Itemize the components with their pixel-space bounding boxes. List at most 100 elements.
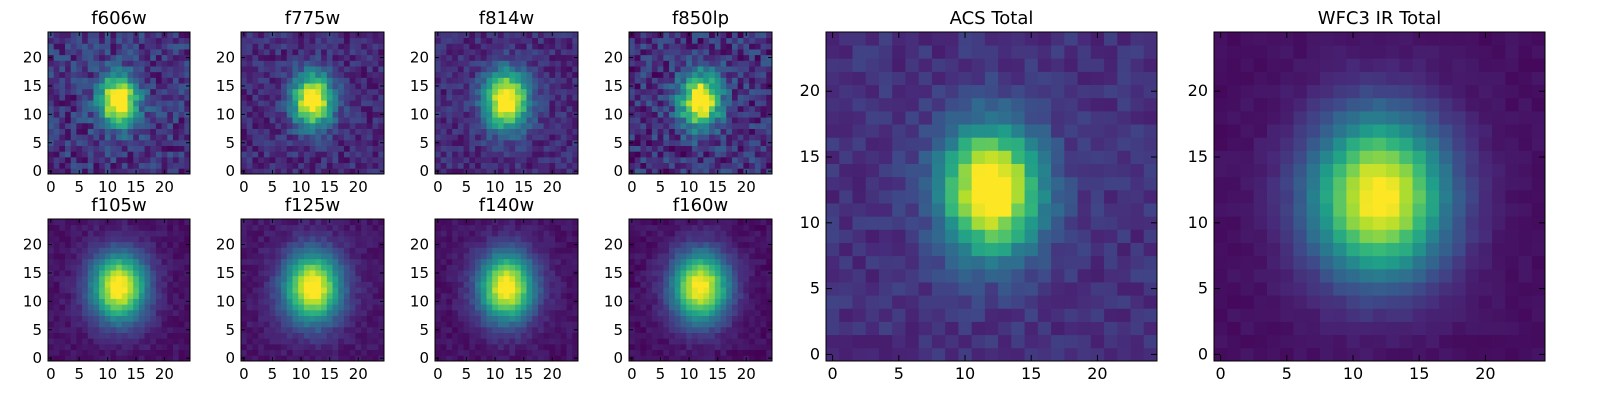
heatmap-cell xyxy=(634,88,641,95)
heatmap-cell xyxy=(555,71,562,78)
heatmap-cell xyxy=(674,37,681,44)
heatmap-cell xyxy=(532,241,539,248)
heatmap-cell xyxy=(760,168,767,175)
heatmap-cell xyxy=(497,105,505,112)
heatmap-cell xyxy=(572,219,579,226)
heatmap-cell xyxy=(549,43,556,50)
heatmap-cell xyxy=(566,292,573,299)
heatmap-cell xyxy=(138,77,145,84)
heatmap-cell xyxy=(246,54,253,61)
heatmap-cell xyxy=(349,145,356,152)
heatmap-cell xyxy=(321,49,328,56)
heatmap-cell xyxy=(503,264,510,271)
heatmap-cell xyxy=(452,139,459,146)
heatmap-cell xyxy=(110,83,117,90)
heatmap-cell xyxy=(686,139,693,146)
heatmap-cell xyxy=(263,117,270,124)
heatmap-cell xyxy=(440,128,447,135)
heatmap-cell xyxy=(281,83,288,90)
heatmap-cell xyxy=(760,66,767,73)
heatmap-cell xyxy=(537,100,545,107)
heatmap-cell xyxy=(361,88,368,95)
heatmap-cell xyxy=(309,111,316,118)
heatmap-cell xyxy=(760,275,767,282)
heatmap-cell xyxy=(680,162,687,169)
heatmap-cell xyxy=(99,298,106,305)
y-tick-label: 15 xyxy=(604,77,623,95)
heatmap-cell xyxy=(486,309,493,316)
heatmap-cell xyxy=(286,37,293,44)
heatmap-cell xyxy=(65,54,72,61)
heatmap-cell xyxy=(82,321,89,328)
heatmap-cell xyxy=(555,66,562,73)
heatmap-cell xyxy=(161,66,168,73)
heatmap-cell xyxy=(361,105,368,112)
heatmap-cell xyxy=(686,111,693,118)
heatmap-cell xyxy=(686,151,693,158)
heatmap-cell xyxy=(172,54,180,61)
heatmap-cell xyxy=(99,247,106,254)
heatmap-cell xyxy=(457,298,464,305)
heatmap-cell xyxy=(452,134,459,141)
heatmap-cell xyxy=(309,315,316,322)
heatmap-cell xyxy=(343,292,351,299)
heatmap-cell xyxy=(65,247,72,254)
heatmap-cell xyxy=(463,111,470,118)
heatmap-cell xyxy=(70,77,77,84)
heatmap-cell xyxy=(338,54,345,61)
heatmap-cell xyxy=(680,304,687,311)
heatmap-cell xyxy=(515,247,522,254)
heatmap-cell xyxy=(59,66,66,73)
heatmap-cell xyxy=(520,156,527,164)
heatmap-cell xyxy=(315,168,322,175)
heatmap-cell xyxy=(663,122,670,129)
heatmap-cell xyxy=(48,321,55,328)
heatmap-cell xyxy=(315,66,322,73)
heatmap-cell xyxy=(70,100,77,107)
heatmap-cell xyxy=(361,355,368,362)
heatmap-cell xyxy=(361,309,368,316)
heatmap-cell xyxy=(70,151,77,158)
heatmap-cell xyxy=(343,139,351,146)
heatmap-cell xyxy=(646,332,653,339)
heatmap-cell xyxy=(680,145,687,152)
heatmap-cell xyxy=(475,43,482,50)
heatmap-cell xyxy=(509,236,516,243)
y-tick-label: 10 xyxy=(23,292,42,310)
heatmap-cell xyxy=(515,224,522,231)
heatmap-cell xyxy=(760,349,767,356)
heatmap-cell xyxy=(435,230,442,237)
heatmap-cell xyxy=(138,258,145,265)
heatmap-cell xyxy=(440,168,447,175)
heatmap-cell xyxy=(457,224,464,231)
heatmap-cell xyxy=(161,71,168,78)
heatmap-cell xyxy=(457,343,464,351)
heatmap-cell xyxy=(663,168,670,175)
heatmap-cell xyxy=(53,100,60,107)
heatmap-cell xyxy=(133,292,140,299)
heatmap-cell xyxy=(258,230,265,237)
heatmap-cell xyxy=(309,60,316,67)
heatmap-cell xyxy=(286,54,293,61)
heatmap-cell xyxy=(70,122,77,129)
heatmap-cell xyxy=(332,139,339,146)
heatmap-cell xyxy=(646,321,653,328)
heatmap-cell xyxy=(93,343,100,351)
heatmap-cell xyxy=(178,332,185,339)
heatmap-cell xyxy=(127,54,134,61)
heatmap-cell xyxy=(697,281,704,288)
heatmap-cell xyxy=(133,258,140,265)
heatmap-cell xyxy=(338,151,345,158)
heatmap-cell xyxy=(263,321,270,328)
heatmap-cell xyxy=(726,83,733,90)
heatmap-cell xyxy=(726,105,733,112)
heatmap-cell xyxy=(167,145,174,152)
heatmap-cell xyxy=(446,270,453,277)
heatmap-cell xyxy=(104,304,111,311)
heatmap-cell xyxy=(503,241,510,248)
heatmap-cell xyxy=(144,151,151,158)
heatmap-cell xyxy=(258,32,265,39)
heatmap-cell xyxy=(366,326,373,333)
heatmap-cell xyxy=(691,60,699,67)
heatmap-cell xyxy=(298,139,305,146)
